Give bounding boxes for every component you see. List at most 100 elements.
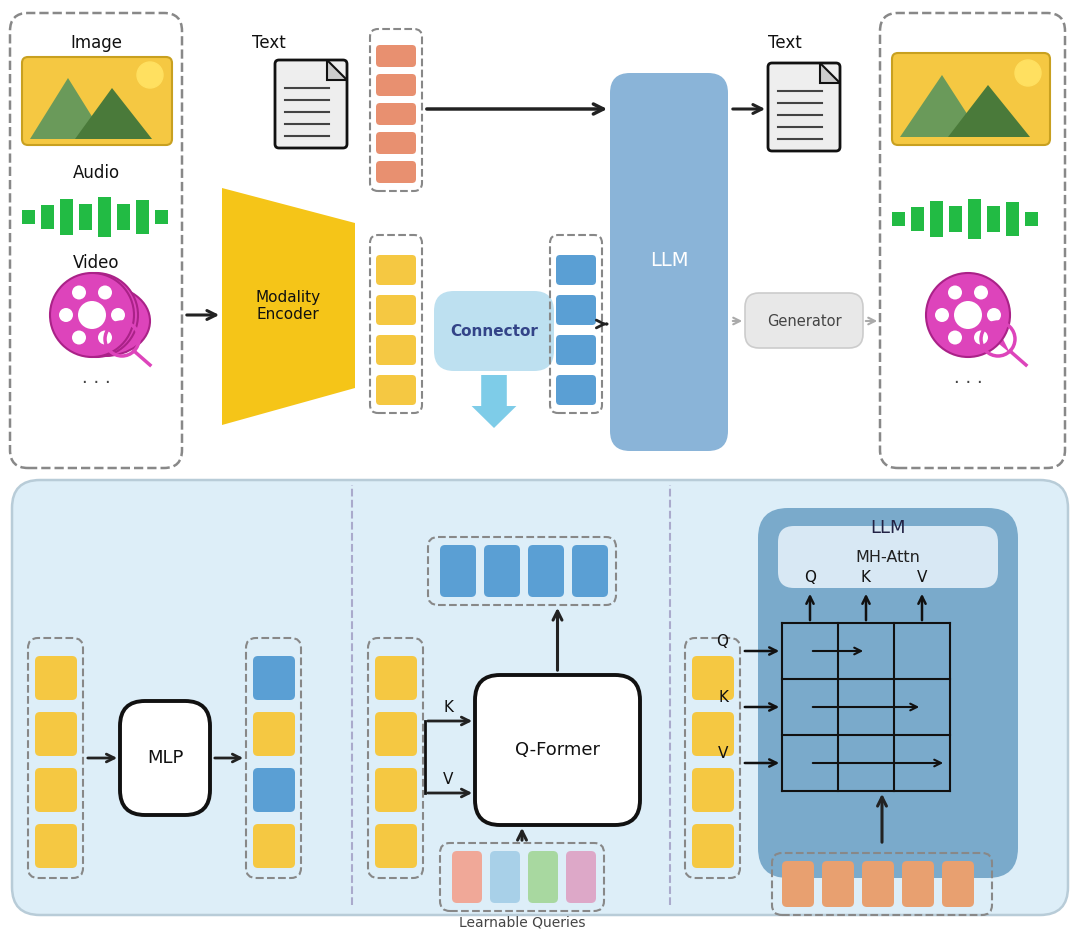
FancyBboxPatch shape: [692, 712, 734, 756]
Circle shape: [1015, 60, 1041, 86]
FancyBboxPatch shape: [484, 545, 519, 597]
FancyBboxPatch shape: [768, 63, 840, 151]
Bar: [156, 210, 168, 224]
FancyBboxPatch shape: [375, 656, 417, 700]
Text: LLM: LLM: [870, 519, 906, 537]
Text: Generator: Generator: [767, 313, 841, 328]
FancyBboxPatch shape: [862, 861, 894, 907]
Circle shape: [974, 285, 988, 299]
Text: V: V: [443, 773, 454, 787]
FancyBboxPatch shape: [453, 851, 482, 903]
FancyBboxPatch shape: [902, 861, 934, 907]
FancyBboxPatch shape: [572, 545, 608, 597]
Bar: [117, 204, 130, 230]
FancyBboxPatch shape: [120, 701, 210, 815]
Text: K: K: [443, 701, 453, 716]
Polygon shape: [820, 63, 840, 83]
Circle shape: [59, 308, 73, 322]
Ellipse shape: [60, 286, 150, 356]
FancyBboxPatch shape: [376, 103, 416, 125]
FancyBboxPatch shape: [376, 74, 416, 96]
Text: K: K: [718, 689, 728, 704]
Circle shape: [78, 301, 106, 329]
Bar: [949, 206, 962, 232]
FancyBboxPatch shape: [490, 851, 519, 903]
Text: Q: Q: [804, 569, 816, 584]
FancyBboxPatch shape: [375, 768, 417, 812]
Circle shape: [954, 301, 982, 329]
FancyBboxPatch shape: [822, 861, 854, 907]
Bar: [892, 212, 905, 226]
FancyBboxPatch shape: [556, 335, 596, 365]
Text: Modality
Encoder: Modality Encoder: [256, 290, 321, 322]
Bar: [60, 199, 73, 235]
Circle shape: [948, 330, 962, 344]
Bar: [987, 206, 1000, 232]
Text: V: V: [717, 745, 728, 760]
FancyBboxPatch shape: [253, 824, 295, 868]
FancyBboxPatch shape: [376, 295, 416, 325]
FancyBboxPatch shape: [376, 161, 416, 183]
Circle shape: [72, 285, 86, 299]
Text: · · ·: · · ·: [954, 374, 983, 392]
Polygon shape: [900, 75, 982, 137]
Circle shape: [926, 273, 1010, 357]
Polygon shape: [988, 323, 1010, 353]
FancyBboxPatch shape: [610, 73, 728, 451]
Circle shape: [72, 330, 86, 344]
FancyBboxPatch shape: [556, 375, 596, 405]
Text: Learnable Queries: Learnable Queries: [459, 916, 585, 930]
FancyBboxPatch shape: [566, 851, 596, 903]
Bar: [912, 207, 924, 231]
Polygon shape: [948, 85, 1030, 137]
FancyBboxPatch shape: [556, 255, 596, 285]
Circle shape: [54, 273, 138, 357]
Text: K: K: [861, 569, 870, 584]
FancyBboxPatch shape: [942, 861, 974, 907]
FancyBboxPatch shape: [692, 656, 734, 700]
Text: Image: Image: [70, 34, 122, 52]
FancyBboxPatch shape: [376, 375, 416, 405]
FancyBboxPatch shape: [376, 45, 416, 67]
Polygon shape: [327, 60, 347, 80]
Text: Connector: Connector: [450, 324, 538, 339]
Circle shape: [98, 330, 112, 344]
FancyBboxPatch shape: [778, 526, 998, 588]
Bar: [1005, 202, 1020, 236]
Bar: [98, 197, 111, 237]
Polygon shape: [30, 78, 106, 139]
Bar: [930, 201, 943, 237]
FancyBboxPatch shape: [253, 656, 295, 700]
Text: Audio: Audio: [72, 164, 120, 182]
Text: LLM: LLM: [650, 252, 688, 271]
FancyBboxPatch shape: [375, 824, 417, 868]
FancyBboxPatch shape: [275, 60, 347, 148]
Text: Q-Former: Q-Former: [515, 741, 600, 759]
Circle shape: [137, 62, 163, 88]
FancyBboxPatch shape: [35, 768, 77, 812]
FancyBboxPatch shape: [440, 545, 476, 597]
Circle shape: [111, 308, 125, 322]
FancyBboxPatch shape: [528, 851, 558, 903]
FancyBboxPatch shape: [35, 712, 77, 756]
FancyBboxPatch shape: [253, 712, 295, 756]
Text: Text: Text: [252, 34, 286, 52]
FancyBboxPatch shape: [692, 824, 734, 868]
Bar: [1025, 212, 1038, 226]
FancyBboxPatch shape: [475, 675, 640, 825]
Text: Q: Q: [716, 634, 728, 648]
Text: MH-Attn: MH-Attn: [855, 550, 920, 564]
Circle shape: [987, 308, 1001, 322]
FancyBboxPatch shape: [253, 768, 295, 812]
FancyBboxPatch shape: [758, 508, 1018, 878]
FancyBboxPatch shape: [35, 824, 77, 868]
Bar: [22, 210, 35, 224]
Text: V: V: [917, 569, 928, 584]
Circle shape: [948, 285, 962, 299]
Bar: [136, 200, 149, 234]
FancyBboxPatch shape: [556, 295, 596, 325]
Circle shape: [974, 330, 988, 344]
FancyBboxPatch shape: [782, 861, 814, 907]
Text: MLP: MLP: [147, 749, 184, 767]
FancyBboxPatch shape: [22, 57, 172, 145]
